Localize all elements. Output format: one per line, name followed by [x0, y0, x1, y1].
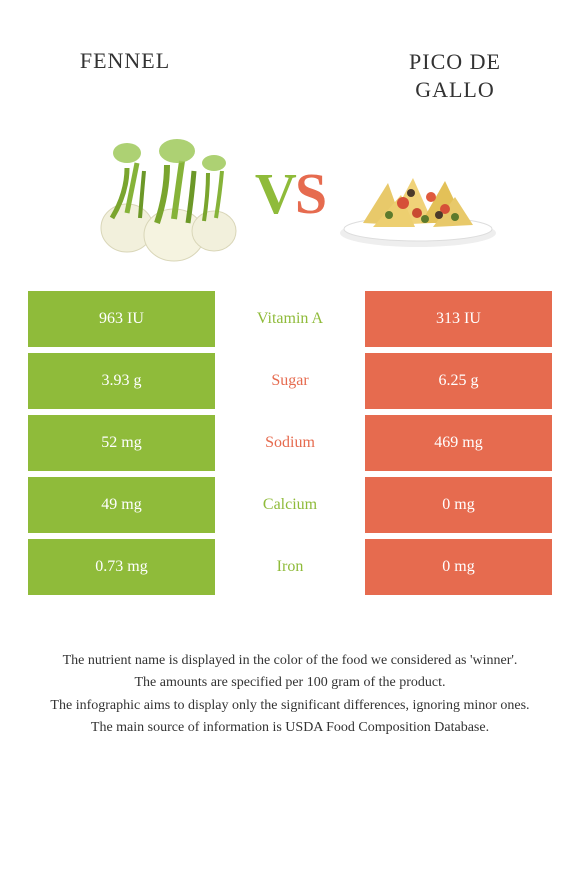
left-value: 963 IU — [28, 291, 215, 347]
right-value: 469 mg — [365, 415, 552, 471]
comparison-row: 0.73 mgIron0 mg — [28, 539, 552, 595]
vs-s: S — [295, 161, 325, 226]
fennel-image — [77, 123, 247, 263]
footer-notes: The nutrient name is displayed in the co… — [0, 601, 580, 760]
images-row: VS — [0, 113, 580, 291]
nutrient-label: Sugar — [215, 353, 365, 409]
comparison-row: 3.93 gSugar6.25 g — [28, 353, 552, 409]
nutrient-label: Iron — [215, 539, 365, 595]
pico-image — [333, 123, 503, 263]
nutrient-label: Vitamin A — [215, 291, 365, 347]
right-value: 313 IU — [365, 291, 552, 347]
fennel-icon — [82, 123, 242, 263]
nachos-icon — [333, 123, 503, 263]
comparison-row: 49 mgCalcium0 mg — [28, 477, 552, 533]
footer-line: The nutrient name is displayed in the co… — [30, 651, 550, 671]
left-value: 49 mg — [28, 477, 215, 533]
title-pico: PICO DEGALLO — [350, 30, 560, 103]
right-value: 0 mg — [365, 539, 552, 595]
footer-line: The infographic aims to display only the… — [30, 696, 550, 716]
left-value: 52 mg — [28, 415, 215, 471]
title-fennel: FENNEL — [20, 30, 230, 74]
comparison-row: 963 IUVitamin A313 IU — [28, 291, 552, 347]
footer-line: The amounts are specified per 100 gram o… — [30, 673, 550, 693]
vs-v: V — [255, 161, 295, 226]
header: FENNEL PICO DEGALLO — [0, 0, 580, 113]
left-value: 0.73 mg — [28, 539, 215, 595]
nutrient-label: Calcium — [215, 477, 365, 533]
nutrient-label: Sodium — [215, 415, 365, 471]
right-value: 0 mg — [365, 477, 552, 533]
comparison-row: 52 mgSodium469 mg — [28, 415, 552, 471]
footer-line: The main source of information is USDA F… — [30, 718, 550, 738]
left-value: 3.93 g — [28, 353, 215, 409]
right-value: 6.25 g — [365, 353, 552, 409]
vs-label: VS — [247, 160, 333, 227]
comparison-table: 963 IUVitamin A313 IU 3.93 gSugar6.25 g 52… — [0, 291, 580, 595]
